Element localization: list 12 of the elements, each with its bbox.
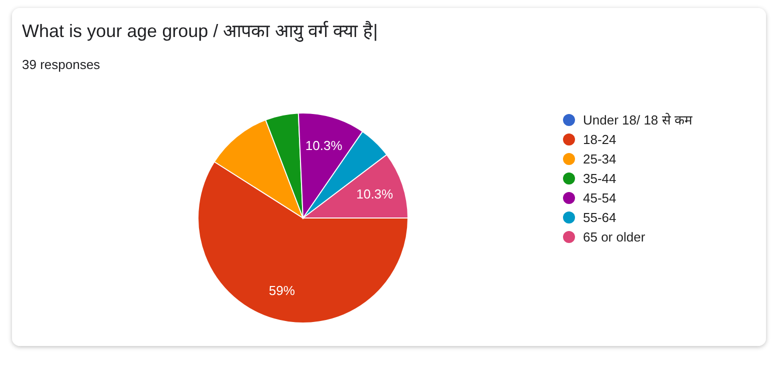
legend-label: 18-24 <box>583 132 616 147</box>
data-label: 10.3% <box>356 186 394 202</box>
legend-label: 55-64 <box>583 210 616 225</box>
text: 39 responses <box>22 57 101 72</box>
legend-label: 45-54 <box>583 190 616 206</box>
data-label: 10.3% <box>305 138 343 153</box>
legend-label: 25-34 <box>583 152 616 166</box>
legend-label: 35-44 <box>583 171 616 186</box>
chart-title: What is your age group / आपका आयु वर्ग क्या है| <box>22 20 378 42</box>
legend-label: 65 or older <box>583 230 646 244</box>
legend-label: Under 18/ 18 से कम <box>583 112 692 128</box>
data-label: 59% <box>268 283 296 298</box>
